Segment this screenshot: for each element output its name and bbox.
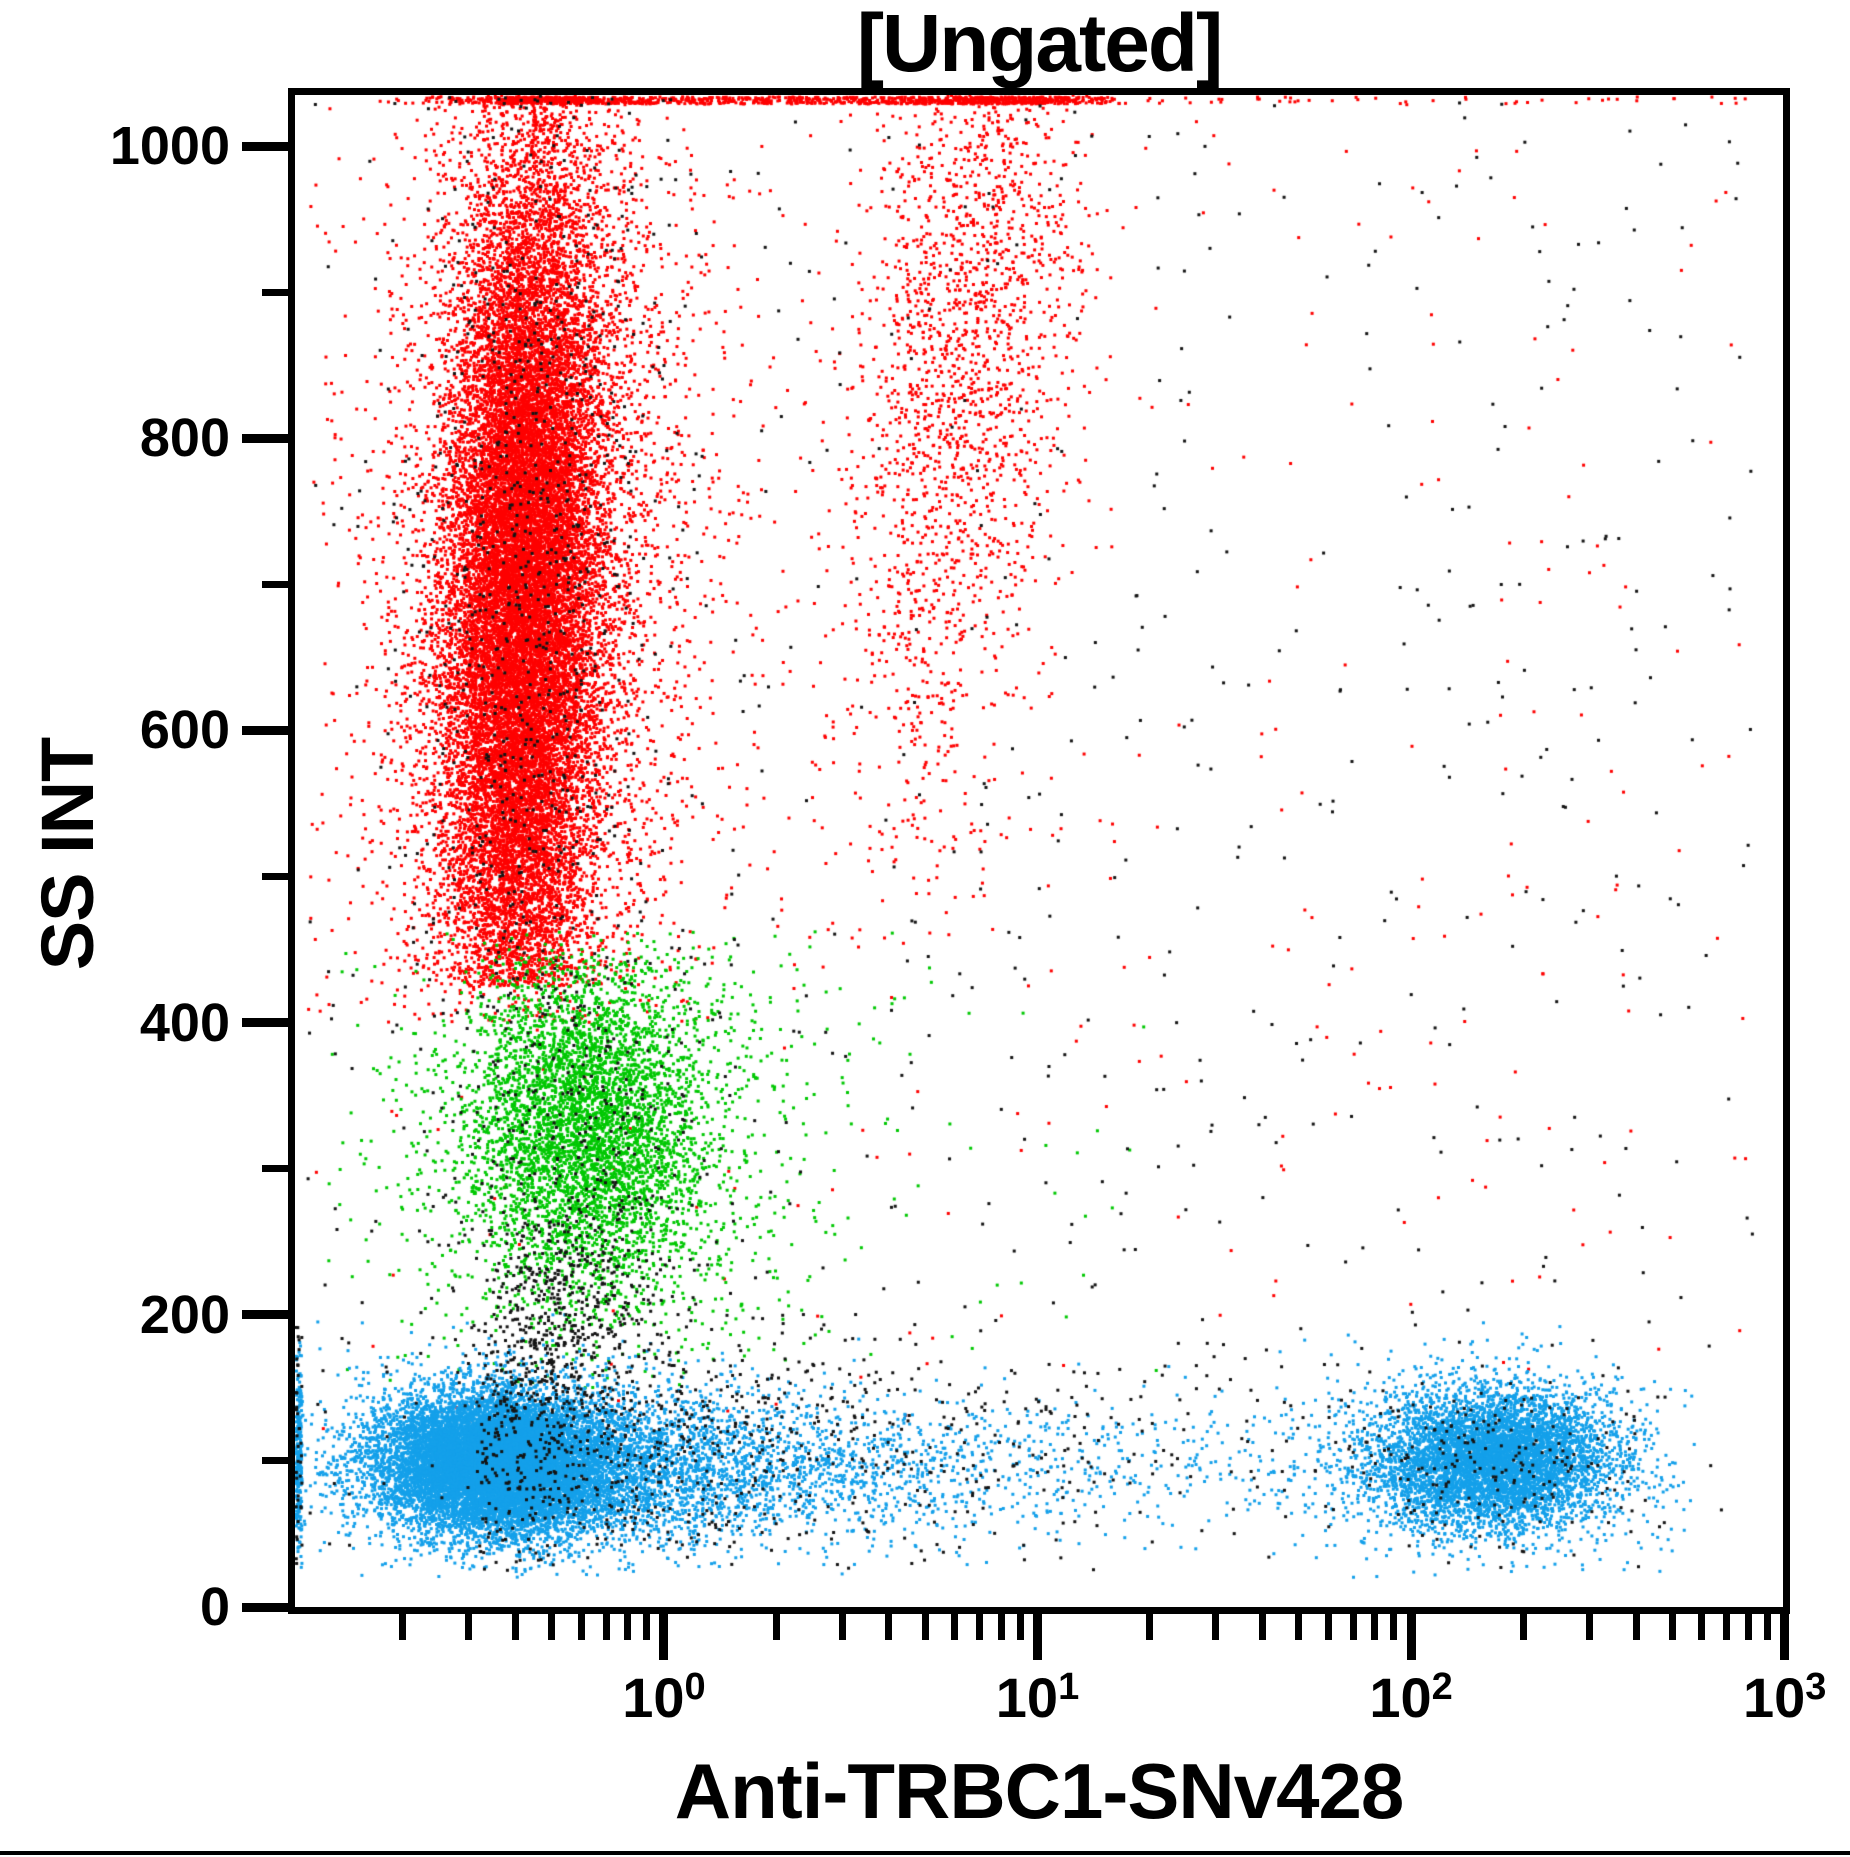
x-axis-label: Anti-TRBC1-SNv428	[674, 1747, 1404, 1835]
x-axis-minor-tick	[1723, 1614, 1731, 1640]
y-axis-major-tick	[242, 141, 288, 151]
plot-title: [Ungated]	[856, 0, 1224, 89]
y-axis-major-tick	[242, 433, 288, 443]
x-tick-label: 102	[1369, 1666, 1453, 1729]
y-axis-major-tick	[242, 1310, 288, 1320]
x-axis-minor-tick	[951, 1614, 959, 1640]
x-axis-minor-tick	[885, 1614, 893, 1640]
x-axis-minor-tick	[1371, 1614, 1379, 1640]
y-axis-minor-tick	[262, 1165, 288, 1173]
y-axis-minor-tick	[262, 873, 288, 881]
x-axis-minor-tick	[838, 1614, 846, 1640]
x-axis-minor-tick	[1585, 1614, 1593, 1640]
y-tick-label: 400	[139, 992, 230, 1053]
x-axis-minor-tick	[1698, 1614, 1706, 1640]
x-axis-minor-tick	[1390, 1614, 1398, 1640]
x-axis-minor-tick	[921, 1614, 929, 1640]
x-axis-minor-tick	[1744, 1614, 1752, 1640]
y-tick-label: 1000	[109, 116, 230, 177]
scatter-canvas[interactable]	[295, 95, 1783, 1607]
x-axis-major-tick	[1780, 1614, 1790, 1660]
x-axis-major-tick	[1406, 1614, 1416, 1660]
y-axis-major-tick	[242, 1018, 288, 1028]
y-tick-label: 0	[199, 1577, 230, 1637]
x-axis-minor-tick	[511, 1614, 519, 1640]
x-axis-minor-tick	[399, 1614, 407, 1640]
x-axis-minor-tick	[1520, 1614, 1528, 1640]
panel-bottom-border	[0, 1851, 1850, 1855]
x-axis-minor-tick	[1295, 1614, 1303, 1640]
x-axis-minor-tick	[1146, 1614, 1154, 1640]
x-axis-minor-tick	[1016, 1614, 1024, 1640]
x-axis-minor-tick	[1212, 1614, 1220, 1640]
y-tick-label: 600	[139, 700, 230, 761]
x-axis-minor-tick	[1632, 1614, 1640, 1640]
x-axis-major-tick	[659, 1614, 669, 1660]
x-axis-minor-tick	[997, 1614, 1005, 1640]
y-tick-label: 200	[139, 1284, 230, 1345]
x-axis-minor-tick	[1258, 1614, 1266, 1640]
x-axis-minor-tick	[602, 1614, 610, 1640]
plot-area-frame	[288, 88, 1790, 1614]
y-axis-minor-tick	[262, 1457, 288, 1465]
x-axis-major-tick	[1033, 1614, 1042, 1660]
x-axis-minor-tick	[624, 1614, 632, 1640]
y-tick-label: 800	[139, 408, 230, 469]
x-axis-minor-tick	[1324, 1614, 1332, 1640]
x-axis-minor-tick	[547, 1614, 555, 1640]
x-axis-minor-tick	[465, 1614, 473, 1640]
x-axis-minor-tick	[976, 1614, 984, 1640]
x-axis-minor-tick	[1349, 1614, 1357, 1640]
y-axis-minor-tick	[262, 288, 288, 296]
x-tick-label: 103	[1742, 1666, 1827, 1729]
x-tick-label: 101	[995, 1666, 1080, 1729]
y-axis-major-tick	[242, 1602, 288, 1612]
x-axis-minor-tick	[1668, 1614, 1676, 1640]
x-axis-minor-tick	[772, 1614, 780, 1640]
y-axis-major-tick	[242, 725, 288, 735]
x-axis-minor-tick	[643, 1614, 651, 1640]
x-tick-label: 100	[622, 1666, 706, 1729]
y-axis-minor-tick	[262, 580, 288, 588]
x-axis-minor-tick	[577, 1614, 585, 1640]
x-axis-minor-tick	[1764, 1614, 1772, 1640]
